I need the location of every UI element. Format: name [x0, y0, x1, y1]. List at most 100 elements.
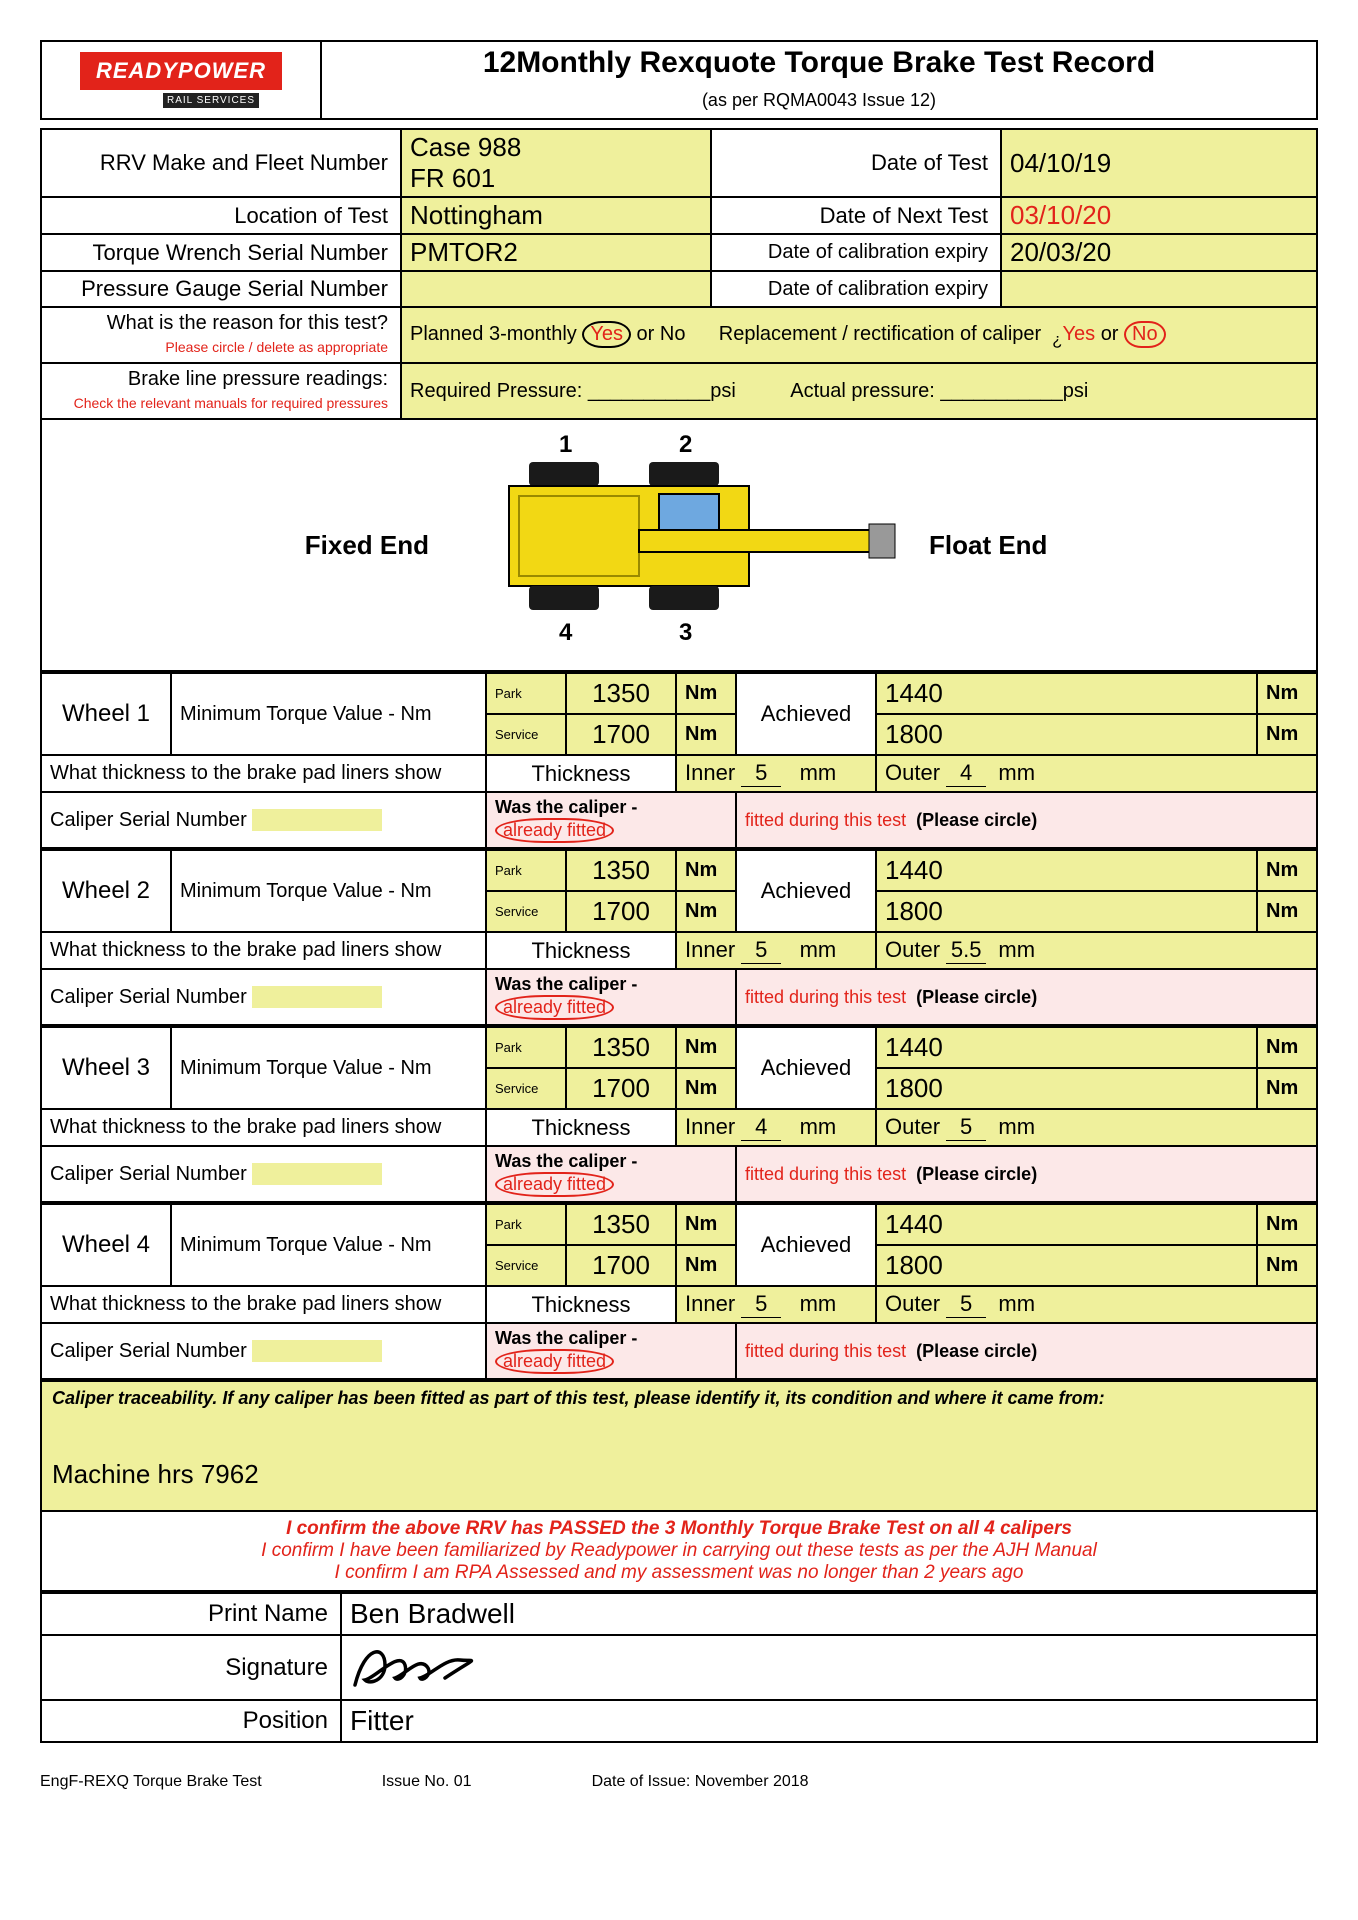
inner-cell[interactable]: Inner 5 mm: [676, 1286, 876, 1323]
fitted-during-cell[interactable]: fitted during this test (Please circle): [736, 1146, 1317, 1202]
wheel-name: Wheel 3: [41, 1027, 171, 1109]
subtitle: (as per RQMA0043 Issue 12): [702, 90, 936, 110]
park-value[interactable]: 1350: [566, 1204, 676, 1245]
thickness-label: Thickness: [486, 1286, 676, 1323]
achieved-service[interactable]: 1800: [876, 714, 1257, 755]
wheel-block: Wheel 2 Minimum Torque Value - Nm Park 1…: [40, 849, 1318, 1026]
logo-sub: RAIL SERVICES: [163, 93, 259, 108]
fitted-during-cell[interactable]: fitted during this test (Please circle): [736, 969, 1317, 1025]
reason-cell[interactable]: Planned 3-monthly Yes or No Replacement …: [401, 307, 1317, 363]
thickness-question: What thickness to the brake pad liners s…: [41, 1286, 486, 1323]
park-value[interactable]: 1350: [566, 850, 676, 891]
service-value[interactable]: 1700: [566, 1068, 676, 1109]
footer-date: Date of Issue: November 2018: [592, 1773, 809, 1791]
torque-wrench-label: Torque Wrench Serial Number: [41, 234, 401, 271]
achieved-service[interactable]: 1800: [876, 891, 1257, 932]
achieved-park[interactable]: 1440: [876, 850, 1257, 891]
wheel-name: Wheel 2: [41, 850, 171, 932]
park-value[interactable]: 1350: [566, 673, 676, 714]
torque-wrench-value[interactable]: PMTOR2: [401, 234, 711, 271]
achieved-label: Achieved: [736, 673, 876, 755]
reason-yes-circled: Yes: [582, 321, 631, 348]
location-value[interactable]: Nottingham: [401, 197, 711, 234]
pressure-label: Brake line pressure readings: Check the …: [41, 363, 401, 419]
nm-unit: Nm: [1257, 1204, 1317, 1245]
float-end-label: Float End: [899, 530, 1139, 561]
torque-cal-value[interactable]: 20/03/20: [1001, 234, 1317, 271]
fitted-during-cell[interactable]: fitted during this test (Please circle): [736, 792, 1317, 848]
next-test-value[interactable]: 03/10/20: [1001, 197, 1317, 234]
was-caliper-cell[interactable]: Was the caliper - already fitted: [486, 969, 736, 1025]
signature-svg: [350, 1640, 490, 1690]
print-name-value[interactable]: Ben Bradwell: [341, 1593, 1317, 1635]
achieved-park[interactable]: 1440: [876, 1204, 1257, 1245]
press-gauge-value[interactable]: [401, 271, 711, 307]
machine-hrs: Machine hrs 7962: [52, 1459, 259, 1489]
nm-unit: Nm: [1257, 673, 1317, 714]
nm-unit: Nm: [676, 1245, 736, 1286]
inner-cell[interactable]: Inner 5 mm: [676, 932, 876, 969]
reason-no-circled: No: [1124, 321, 1166, 348]
date-test-value[interactable]: 04/10/19: [1001, 129, 1317, 197]
signature-value[interactable]: [341, 1635, 1317, 1700]
title-text: Monthly Rexquote Torque Brake Test Recor…: [516, 46, 1155, 79]
logo-brand: READYPOWER: [80, 52, 282, 90]
inner-cell[interactable]: Inner 5 mm: [676, 755, 876, 792]
wheels-container: Wheel 1 Minimum Torque Value - Nm Park 1…: [40, 672, 1318, 1380]
inner-cell[interactable]: Inner 4 mm: [676, 1109, 876, 1146]
print-name-label: Print Name: [41, 1593, 341, 1635]
footer: EngF-REXQ Torque Brake Test Issue No. 01…: [40, 1773, 1318, 1791]
service-value[interactable]: 1700: [566, 891, 676, 932]
press-cal-label: Date of calibration expiry: [711, 271, 1001, 307]
outer-cell[interactable]: Outer 5 mm: [876, 1286, 1317, 1323]
was-caliper-cell[interactable]: Was the caliper - already fitted: [486, 1146, 736, 1202]
title-prefix: 12: [483, 46, 516, 79]
min-torque-label: Minimum Torque Value - Nm: [171, 850, 486, 932]
pressure-cell[interactable]: Required Pressure: ___________psi Actual…: [401, 363, 1317, 419]
service-value[interactable]: 1700: [566, 1245, 676, 1286]
footer-docid: EngF-REXQ Torque Brake Test: [40, 1773, 262, 1791]
thickness-label: Thickness: [486, 755, 676, 792]
outer-cell[interactable]: Outer 5.5 mm: [876, 932, 1317, 969]
was-caliper-cell[interactable]: Was the caliper - already fitted: [486, 792, 736, 848]
caliper-serial-label: Caliper Serial Number: [41, 792, 486, 848]
press-gauge-label: Pressure Gauge Serial Number: [41, 271, 401, 307]
fixed-end-label: Fixed End: [219, 530, 459, 561]
wheel-block: Wheel 3 Minimum Torque Value - Nm Park 1…: [40, 1026, 1318, 1203]
nm-unit: Nm: [1257, 1068, 1317, 1109]
torque-cal-label: Date of calibration expiry: [711, 234, 1001, 271]
wheel-block: Wheel 1 Minimum Torque Value - Nm Park 1…: [40, 672, 1318, 849]
position-label: Position: [41, 1700, 341, 1742]
thickness-label: Thickness: [486, 932, 676, 969]
diagram-cell: Fixed End 1 2 4: [41, 419, 1317, 671]
nm-unit: Nm: [676, 891, 736, 932]
achieved-park[interactable]: 1440: [876, 673, 1257, 714]
service-label: Service: [486, 1068, 566, 1109]
traceability-cell[interactable]: Caliper traceability. If any caliper has…: [41, 1381, 1317, 1511]
thickness-question: What thickness to the brake pad liners s…: [41, 932, 486, 969]
svg-text:1: 1: [559, 431, 572, 458]
wheel-name: Wheel 4: [41, 1204, 171, 1286]
nm-unit: Nm: [1257, 714, 1317, 755]
fitted-during-cell[interactable]: fitted during this test (Please circle): [736, 1323, 1317, 1379]
park-label: Park: [486, 1027, 566, 1068]
service-value[interactable]: 1700: [566, 714, 676, 755]
nm-unit: Nm: [676, 1204, 736, 1245]
was-caliper-cell[interactable]: Was the caliper - already fitted: [486, 1323, 736, 1379]
achieved-service[interactable]: 1800: [876, 1068, 1257, 1109]
achieved-label: Achieved: [736, 850, 876, 932]
press-cal-value[interactable]: [1001, 271, 1317, 307]
outer-cell[interactable]: Outer 5 mm: [876, 1109, 1317, 1146]
park-value[interactable]: 1350: [566, 1027, 676, 1068]
title-cell: 12Monthly Rexquote Torque Brake Test Rec…: [321, 41, 1317, 119]
svg-text:3: 3: [679, 619, 692, 646]
header-table: RRV Make and Fleet Number Case 988 FR 60…: [40, 128, 1318, 672]
title-bar: READYPOWER RAIL SERVICES 12Monthly Rexqu…: [40, 40, 1318, 120]
achieved-service[interactable]: 1800: [876, 1245, 1257, 1286]
min-torque-label: Minimum Torque Value - Nm: [171, 673, 486, 755]
outer-cell[interactable]: Outer 4 mm: [876, 755, 1317, 792]
position-value[interactable]: Fitter: [341, 1700, 1317, 1742]
rrv-value[interactable]: Case 988 FR 601: [401, 129, 711, 197]
thickness-question: What thickness to the brake pad liners s…: [41, 755, 486, 792]
achieved-park[interactable]: 1440: [876, 1027, 1257, 1068]
